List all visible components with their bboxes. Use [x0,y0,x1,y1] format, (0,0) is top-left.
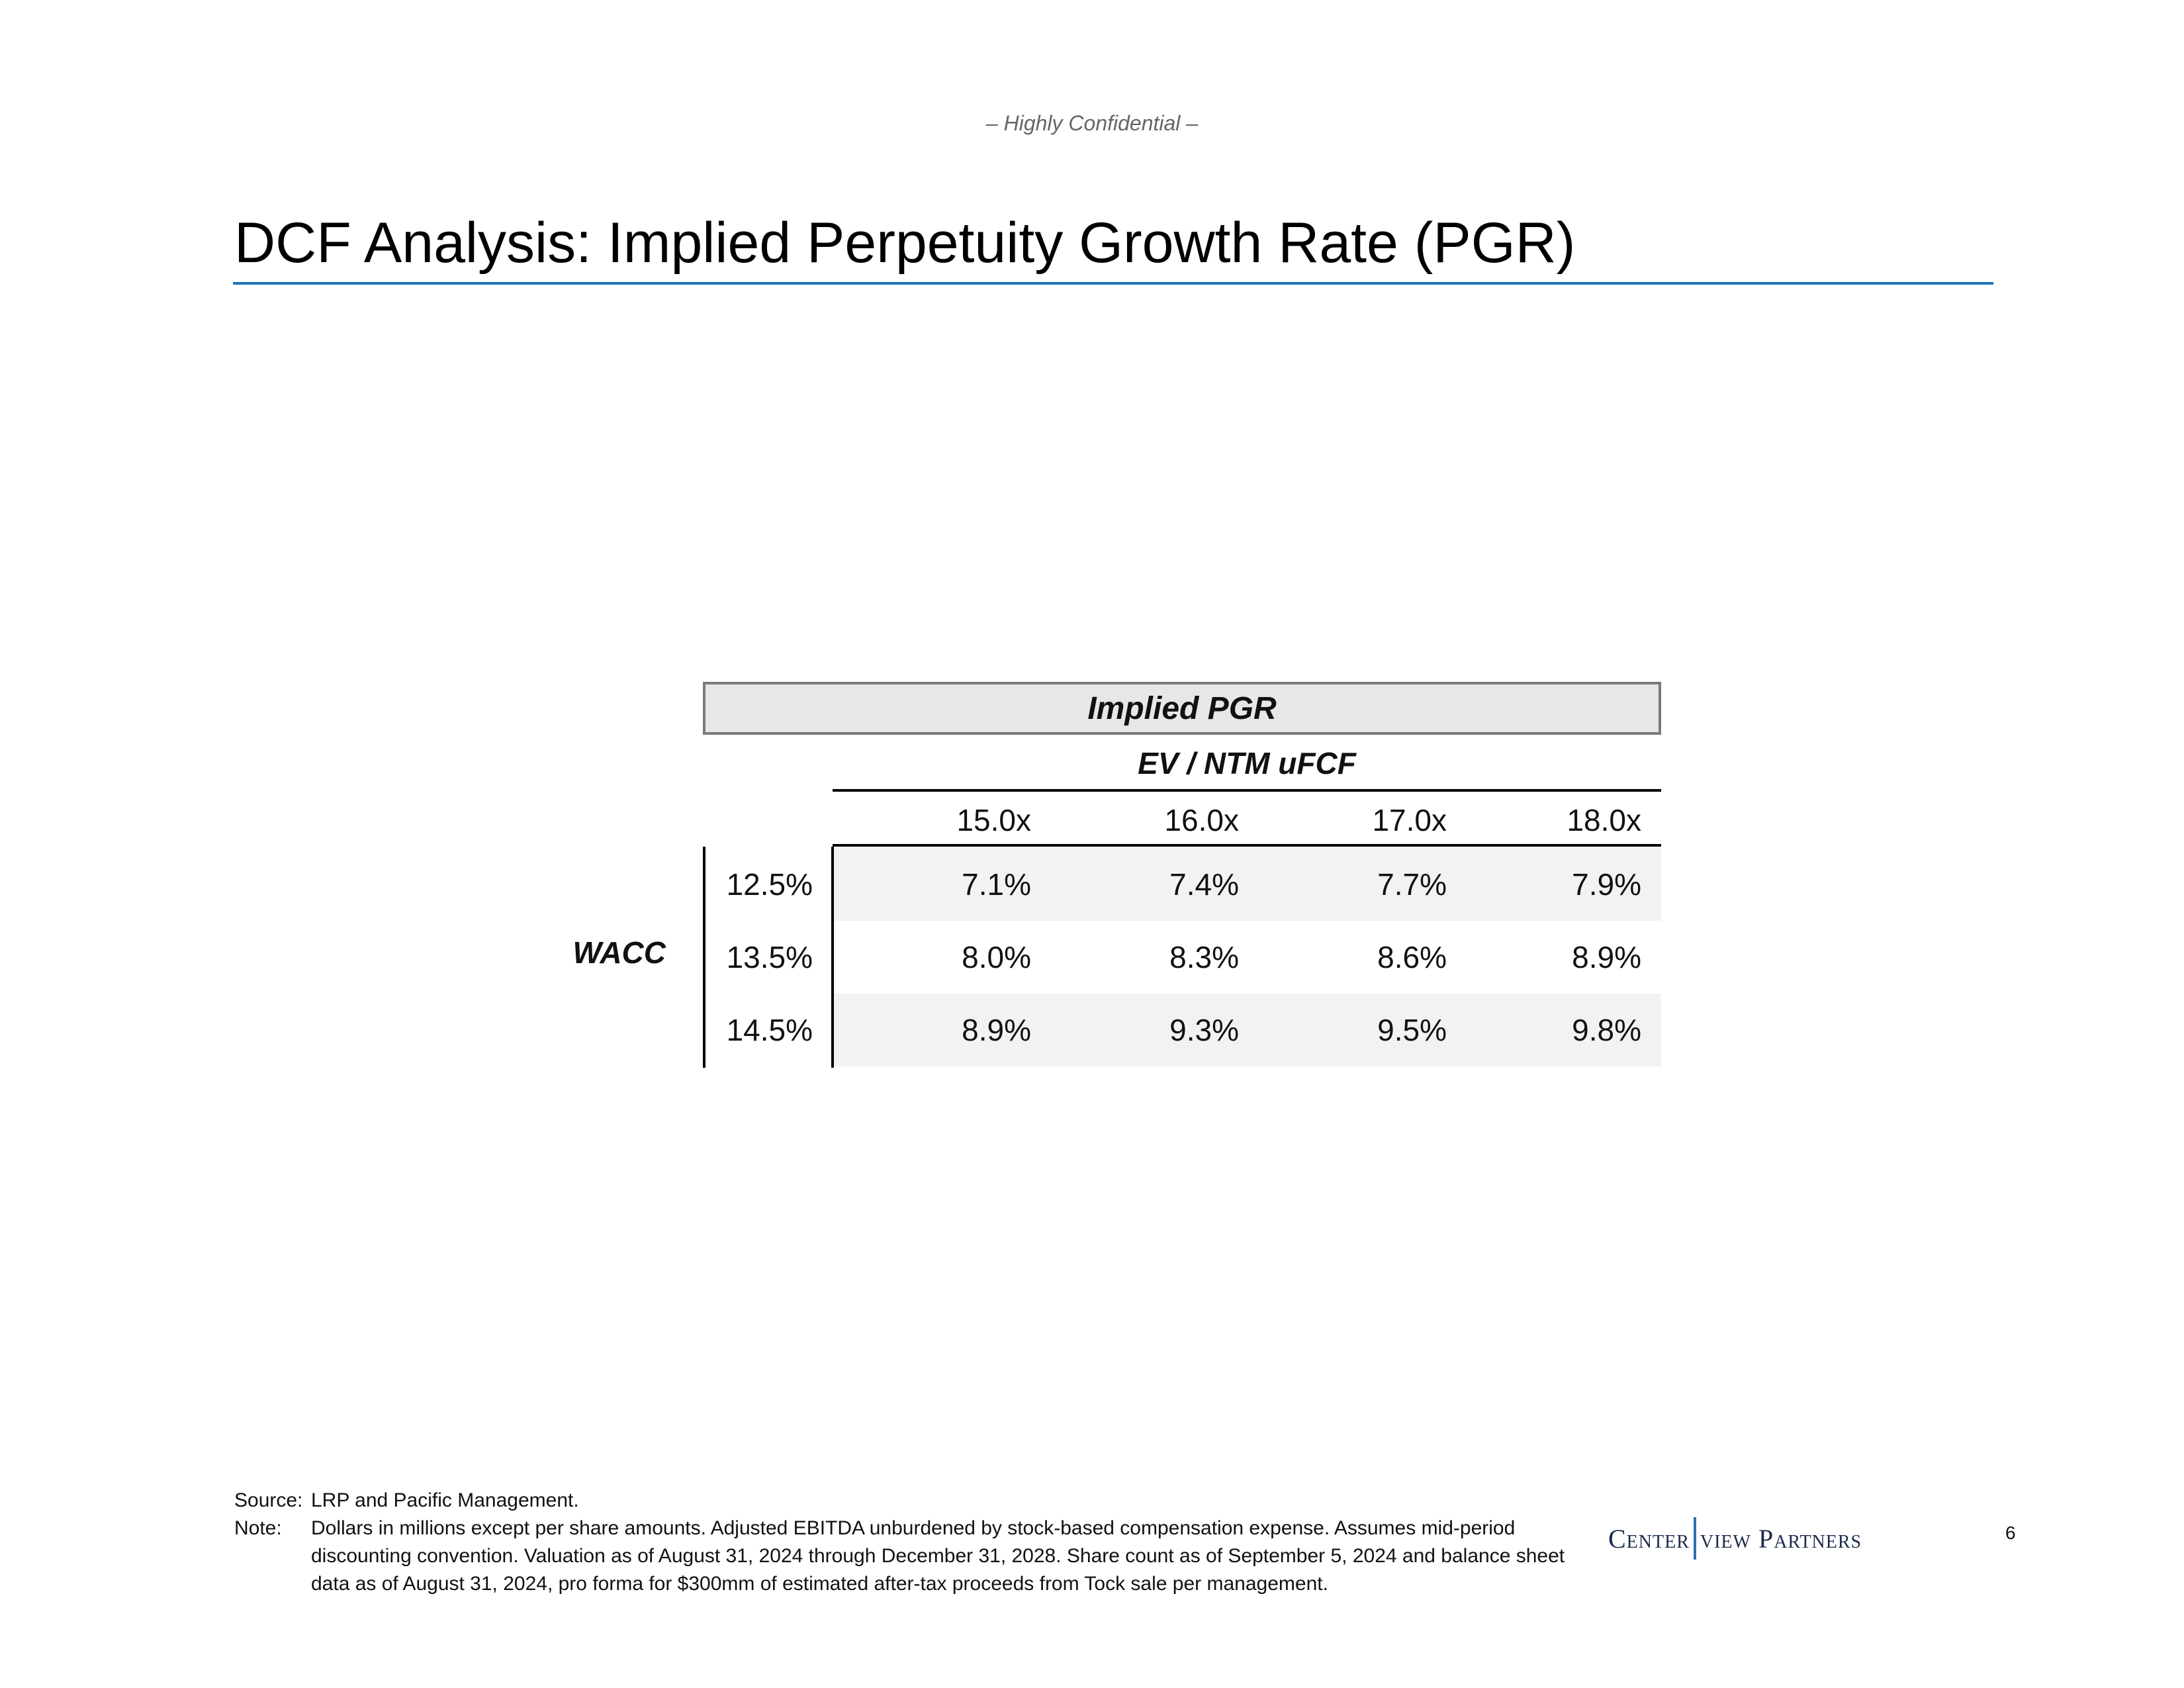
page-title: DCF Analysis: Implied Perpetuity Growth … [234,211,1576,275]
column-headers: 15.0x 16.0x 17.0x 18.0x [833,802,1661,842]
source-note: Source: LRP and Pacific Management. [234,1487,1591,1515]
logo-left-text: Center [1608,1523,1690,1554]
logo-right-text: view Partners [1700,1523,1862,1554]
column-axis-label: EV / NTM uFCF [1138,746,1356,780]
table-cell: 9.5% [1377,1013,1447,1047]
table-cell: 7.4% [1169,867,1239,902]
title-underline [233,282,1993,285]
page-number: 6 [2005,1523,2016,1543]
column-header: 16.0x [1164,803,1239,837]
table-cell: 8.0% [962,940,1031,974]
value-divider-rule [831,847,834,1068]
table-row: 14.5% 8.9% 9.3% 9.5% 9.8% [703,994,1661,1066]
column-axis-rule [833,789,1661,792]
row-wacc-value: 12.5% [726,867,813,902]
table-row: 13.5% 8.0% 8.3% 8.6% 8.9% [703,921,1661,994]
table-cell: 7.7% [1377,867,1447,902]
source-text: LRP and Pacific Management. [311,1489,579,1511]
confidentiality-banner: – Highly Confidential – [985,111,1199,135]
table-cell: 9.8% [1572,1013,1641,1047]
logo-divider [1693,1517,1696,1560]
row-band [833,848,1661,921]
row-band [833,994,1661,1066]
note-key: Note: [234,1517,282,1539]
column-header: 18.0x [1567,803,1641,837]
row-wacc-value: 13.5% [726,940,813,974]
table-cell: 9.3% [1169,1013,1239,1047]
column-header: 15.0x [956,803,1031,837]
row-axis-label: WACC [572,935,666,970]
table-caption: Implied PGR [703,682,1661,735]
column-header: 17.0x [1372,803,1447,837]
table-cell: 8.9% [962,1013,1031,1047]
row-wacc-value: 14.5% [726,1013,813,1047]
table-row: 12.5% 7.1% 7.4% 7.7% 7.9% [703,848,1661,921]
note-text: Dollars in millions except per share amo… [311,1517,1565,1595]
header-rule [833,844,1661,847]
footnotes: Source: LRP and Pacific Management. Note… [234,1487,1591,1598]
source-key: Source: [234,1489,303,1511]
centerview-logo: Center view Partners [1608,1517,1862,1560]
table-cell: 7.1% [962,867,1031,902]
table-cell: 8.9% [1572,940,1641,974]
row-axis-rule [703,847,705,1068]
general-note: Note: Dollars in millions except per sha… [234,1515,1591,1598]
table-cell: 8.3% [1169,940,1239,974]
table-cell: 7.9% [1572,867,1641,902]
table-cell: 8.6% [1377,940,1447,974]
